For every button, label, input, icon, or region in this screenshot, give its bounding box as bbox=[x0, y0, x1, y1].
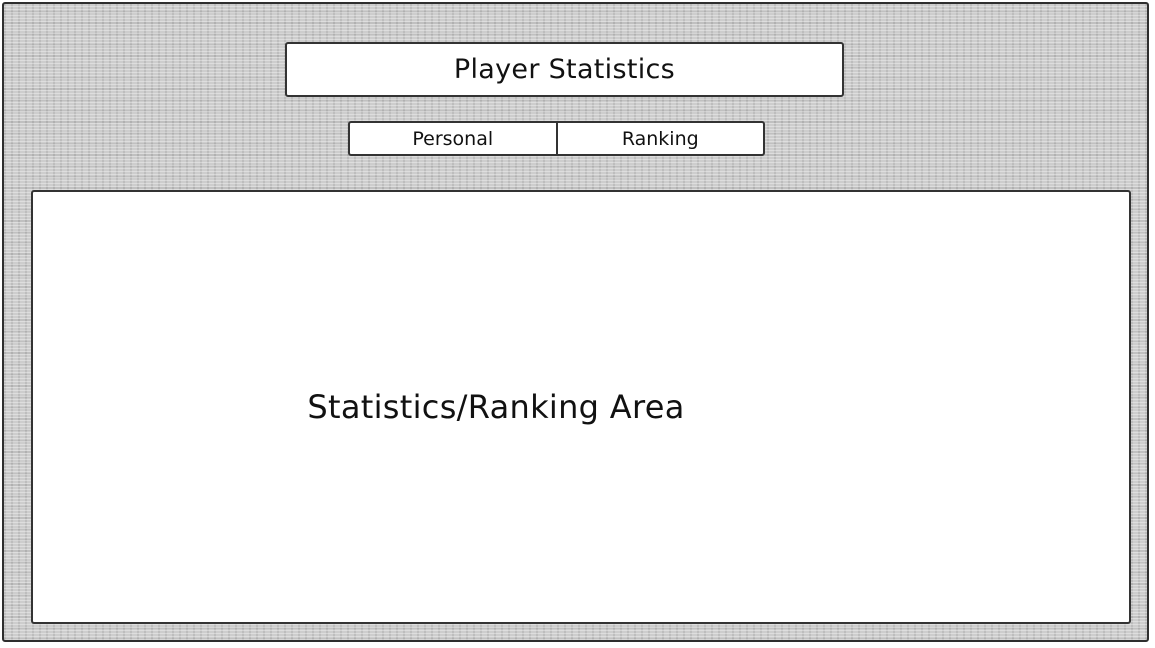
page-title: Player Statistics bbox=[285, 42, 844, 97]
content-area-label: Statistics/Ranking Area bbox=[307, 388, 685, 426]
tab-personal[interactable]: Personal bbox=[350, 123, 556, 154]
tab-ranking[interactable]: Ranking bbox=[555, 123, 764, 154]
statistics-ranking-area: Statistics/Ranking Area bbox=[31, 190, 1131, 624]
tab-personal-label: Personal bbox=[412, 127, 494, 150]
page-title-text: Player Statistics bbox=[453, 54, 676, 85]
tab-ranking-label: Ranking bbox=[621, 127, 699, 150]
tab-bar: Personal Ranking bbox=[348, 121, 765, 156]
